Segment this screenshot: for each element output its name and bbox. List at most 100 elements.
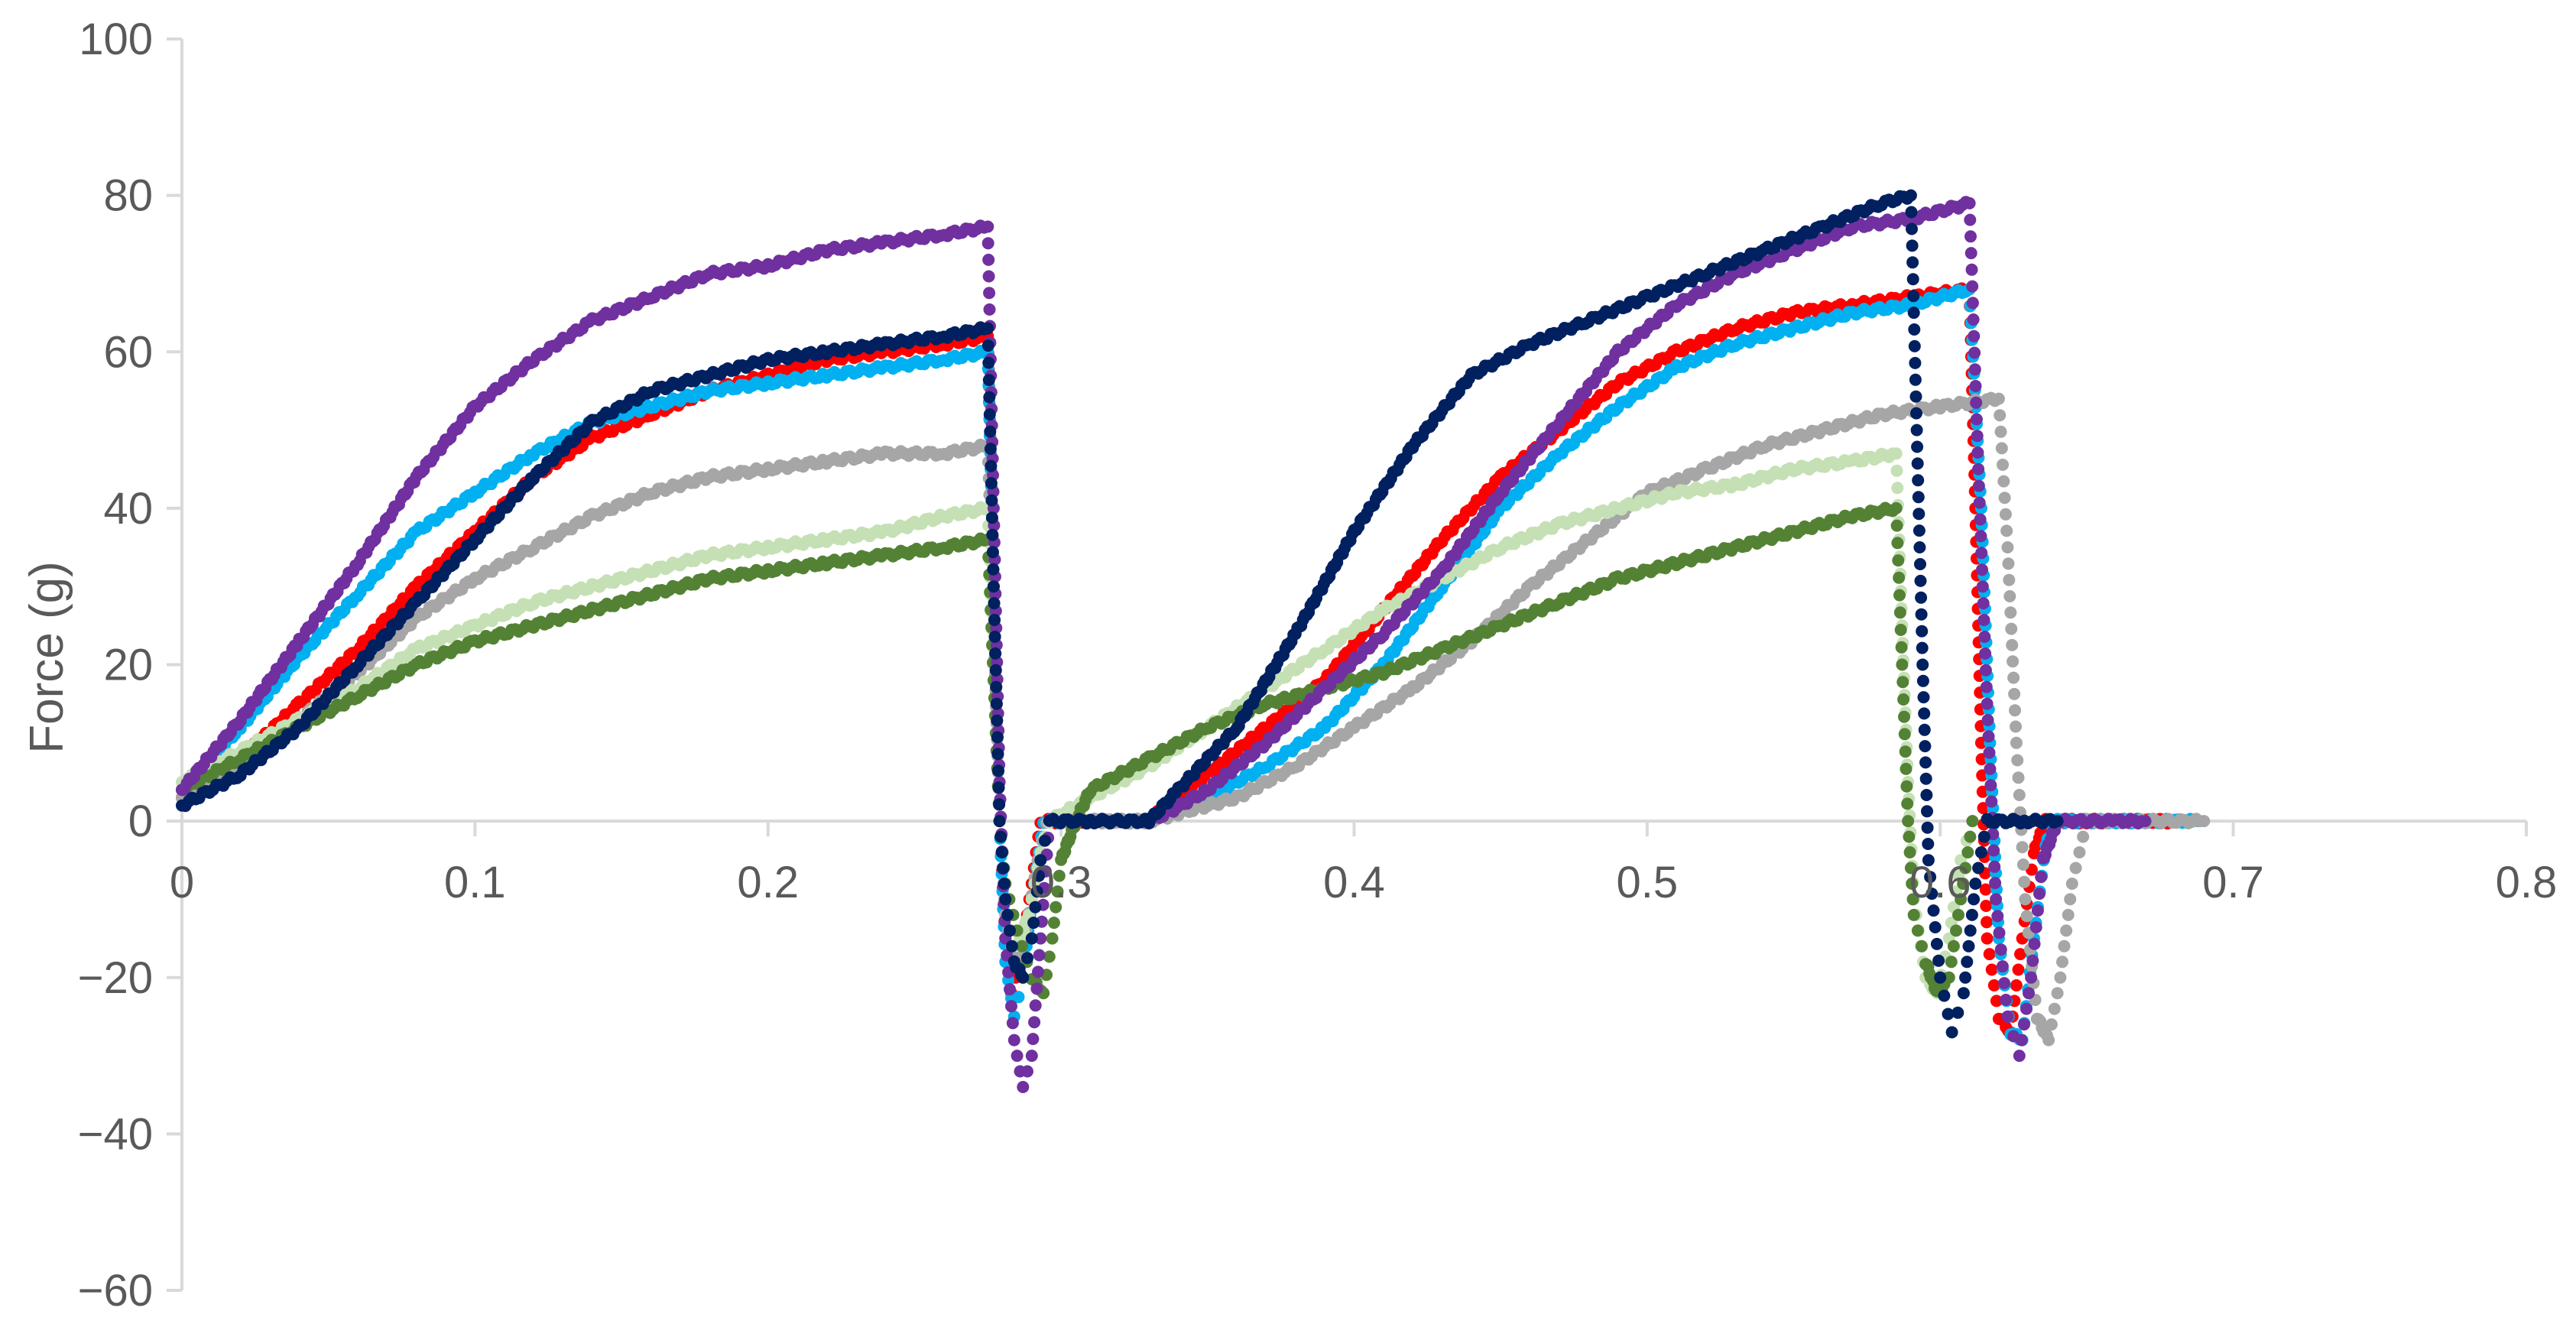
data-point xyxy=(1910,423,1923,436)
data-point xyxy=(1998,492,2011,505)
data-point xyxy=(1994,943,2007,956)
data-point xyxy=(1977,614,1990,626)
data-point xyxy=(1978,631,1991,643)
data-point xyxy=(2007,655,2020,668)
data-point xyxy=(2051,815,2064,828)
data-point xyxy=(1906,239,1919,252)
data-point xyxy=(1017,1081,1030,1093)
data-point xyxy=(1932,954,1945,967)
data-point xyxy=(1945,956,1958,969)
data-point xyxy=(1979,664,1992,677)
x-tick-label: 0.8 xyxy=(2496,858,2558,907)
data-point xyxy=(1999,508,2012,521)
data-point xyxy=(1899,745,1912,758)
data-point xyxy=(1968,363,1981,376)
data-point xyxy=(1981,697,1994,710)
x-tick-label: 0.5 xyxy=(1617,858,1679,907)
data-point xyxy=(2028,937,2041,950)
y-tick-label: 60 xyxy=(103,327,153,377)
data-point xyxy=(1973,496,1986,509)
data-point xyxy=(1912,491,1925,504)
data-point xyxy=(983,391,996,404)
data-point xyxy=(2031,904,2044,917)
data-point xyxy=(1005,939,1018,952)
data-point xyxy=(2058,939,2071,952)
data-point xyxy=(2014,948,2026,961)
data-point xyxy=(1972,479,1985,492)
data-point xyxy=(1907,290,1920,303)
data-point xyxy=(2003,573,2016,586)
data-point xyxy=(982,374,995,387)
data-point xyxy=(2065,878,2078,890)
data-point xyxy=(1950,924,1962,937)
data-point xyxy=(1906,893,1919,906)
data-point xyxy=(999,893,1012,906)
data-point xyxy=(1916,658,1929,671)
data-point xyxy=(982,270,995,283)
data-point xyxy=(989,664,1002,677)
data-point xyxy=(1914,558,1926,570)
data-point xyxy=(2139,815,2152,828)
data-point xyxy=(1918,707,1931,720)
series-6 xyxy=(176,196,2152,1093)
data-point xyxy=(1903,830,1916,843)
data-point xyxy=(1981,932,1994,945)
data-point xyxy=(1951,1006,1964,1019)
data-point xyxy=(992,764,1004,777)
data-point xyxy=(1897,693,1910,706)
x-tick-label: 0.1 xyxy=(444,858,506,907)
data-point xyxy=(983,303,996,316)
data-point xyxy=(1980,680,1993,693)
data-point xyxy=(1919,772,1932,785)
data-point xyxy=(1994,409,2007,422)
data-point xyxy=(1046,932,1059,945)
data-point xyxy=(1972,862,1985,875)
data-point xyxy=(1912,474,1925,487)
data-point xyxy=(1025,1050,1038,1063)
data-point xyxy=(988,631,1001,643)
data-point xyxy=(1957,878,1970,890)
data-point xyxy=(2001,1010,2014,1023)
data-point xyxy=(1969,878,1982,890)
data-point xyxy=(1922,838,1935,850)
y-tick-label: −40 xyxy=(78,1109,153,1159)
data-point xyxy=(1961,846,1974,858)
data-point xyxy=(1966,297,1979,310)
data-point xyxy=(1016,939,1028,952)
data-point xyxy=(1976,785,1989,798)
series-4 xyxy=(176,447,1979,1000)
data-point xyxy=(986,528,999,541)
data-point xyxy=(1930,937,1943,950)
data-point xyxy=(1983,746,1996,759)
data-point xyxy=(994,830,1007,843)
data-point xyxy=(1993,926,2006,939)
data-point xyxy=(984,443,997,456)
data-point xyxy=(1030,885,1043,898)
data-point xyxy=(1965,263,1978,276)
data-point xyxy=(991,748,1004,761)
data-point xyxy=(1942,971,1955,984)
y-tick-label: 100 xyxy=(79,15,153,64)
data-point xyxy=(1987,979,2000,991)
data-point xyxy=(1004,983,1016,996)
data-point xyxy=(1971,430,1984,443)
data-point xyxy=(985,477,998,490)
data-point xyxy=(1898,728,1911,741)
data-point xyxy=(1964,830,1977,843)
data-point xyxy=(1917,691,1930,704)
data-point xyxy=(1012,991,1025,1004)
data-point xyxy=(2013,1050,2026,1063)
data-point xyxy=(2015,1034,2028,1047)
data-point xyxy=(1976,563,1988,576)
data-point xyxy=(993,798,1006,811)
series-layer xyxy=(176,189,2211,1093)
y-axis-title: Force (g) xyxy=(21,561,73,753)
data-point xyxy=(1914,574,1927,587)
data-point xyxy=(1974,513,1987,526)
data-point xyxy=(1906,256,1919,269)
data-point xyxy=(1913,524,1926,537)
y-tick-label: 40 xyxy=(103,484,153,534)
data-point xyxy=(2029,921,2042,933)
data-point xyxy=(1908,323,1921,336)
